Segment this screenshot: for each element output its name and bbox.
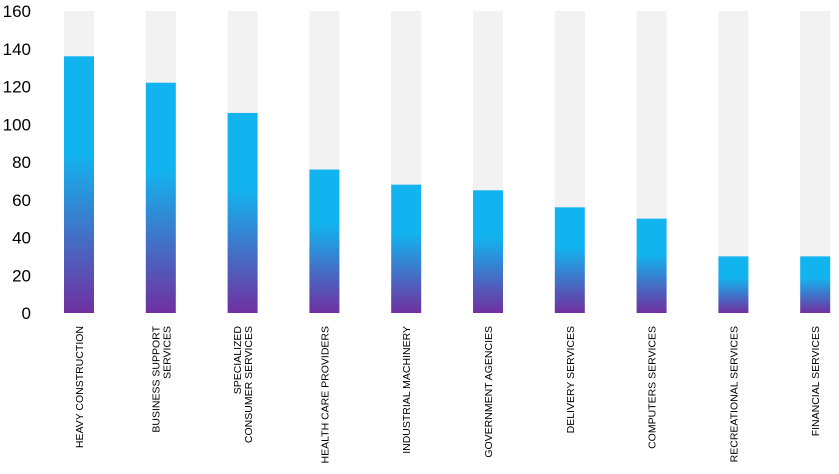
category-label: GOVERNMENT AGENCIES <box>483 326 495 458</box>
background-bars <box>64 11 831 313</box>
category-label-line: GOVERNMENT AGENCIES <box>483 326 495 458</box>
bar <box>391 184 422 313</box>
y-tick-label: 120 <box>3 78 31 97</box>
y-tick-label: 20 <box>12 266 31 285</box>
category-label: COMPUTERS SERVICES <box>647 326 659 449</box>
category-label-line: DELIVERY SERVICES <box>565 326 577 433</box>
category-label-line: SERVICES <box>161 326 173 379</box>
bar <box>636 218 667 313</box>
bar <box>145 82 176 313</box>
category-label-line: HEALTH CARE PROVIDERS <box>319 326 331 464</box>
bar <box>309 169 340 313</box>
category-labels: HEAVY CONSTRUCTION BUSINESS SUPPORTSERVIC… <box>74 325 822 463</box>
y-tick-label: 100 <box>3 115 31 134</box>
y-tick-label: 0 <box>22 304 31 323</box>
category-label-line: COMPUTERS SERVICES <box>647 326 659 449</box>
category-label: HEAVY CONSTRUCTION <box>74 326 86 448</box>
category-label: BUSINESS SUPPORTSERVICES <box>150 325 173 432</box>
category-label: HEALTH CARE PROVIDERS <box>319 326 331 464</box>
category-label-line: RECREATIONAL SERVICES <box>728 326 740 462</box>
bar <box>227 112 258 313</box>
category-label-line: BUSINESS SUPPORT <box>150 325 162 432</box>
bar <box>800 256 831 313</box>
y-tick-label: 140 <box>3 40 31 59</box>
y-tick-label: 160 <box>3 2 31 21</box>
category-label-line: HEAVY CONSTRUCTION <box>74 326 86 448</box>
category-label: RECREATIONAL SERVICES <box>728 326 740 462</box>
bar <box>473 190 503 313</box>
category-label: FINANCIAL SERVICES <box>810 326 822 436</box>
data-bars <box>64 56 831 314</box>
y-tick-label: 60 <box>12 191 31 210</box>
category-label: INDUSTRIAL MACHINERY <box>401 326 413 454</box>
category-label: DELIVERY SERVICES <box>565 326 577 433</box>
y-tick-label: 40 <box>12 229 31 248</box>
y-axis-ticks: 0 20 40 60 80 100 120 140 160 <box>3 2 31 323</box>
category-label-line: CONSUMER SERVICES <box>243 326 255 443</box>
bar <box>554 207 585 313</box>
category-label-line: SPECIALIZED <box>232 326 244 395</box>
y-tick-label: 80 <box>12 153 31 172</box>
category-label: SPECIALIZEDCONSUMER SERVICES <box>232 326 255 444</box>
category-label-line: FINANCIAL SERVICES <box>810 326 822 436</box>
category-label-line: INDUSTRIAL MACHINERY <box>401 326 413 454</box>
bar <box>718 256 749 313</box>
bar <box>64 56 94 314</box>
